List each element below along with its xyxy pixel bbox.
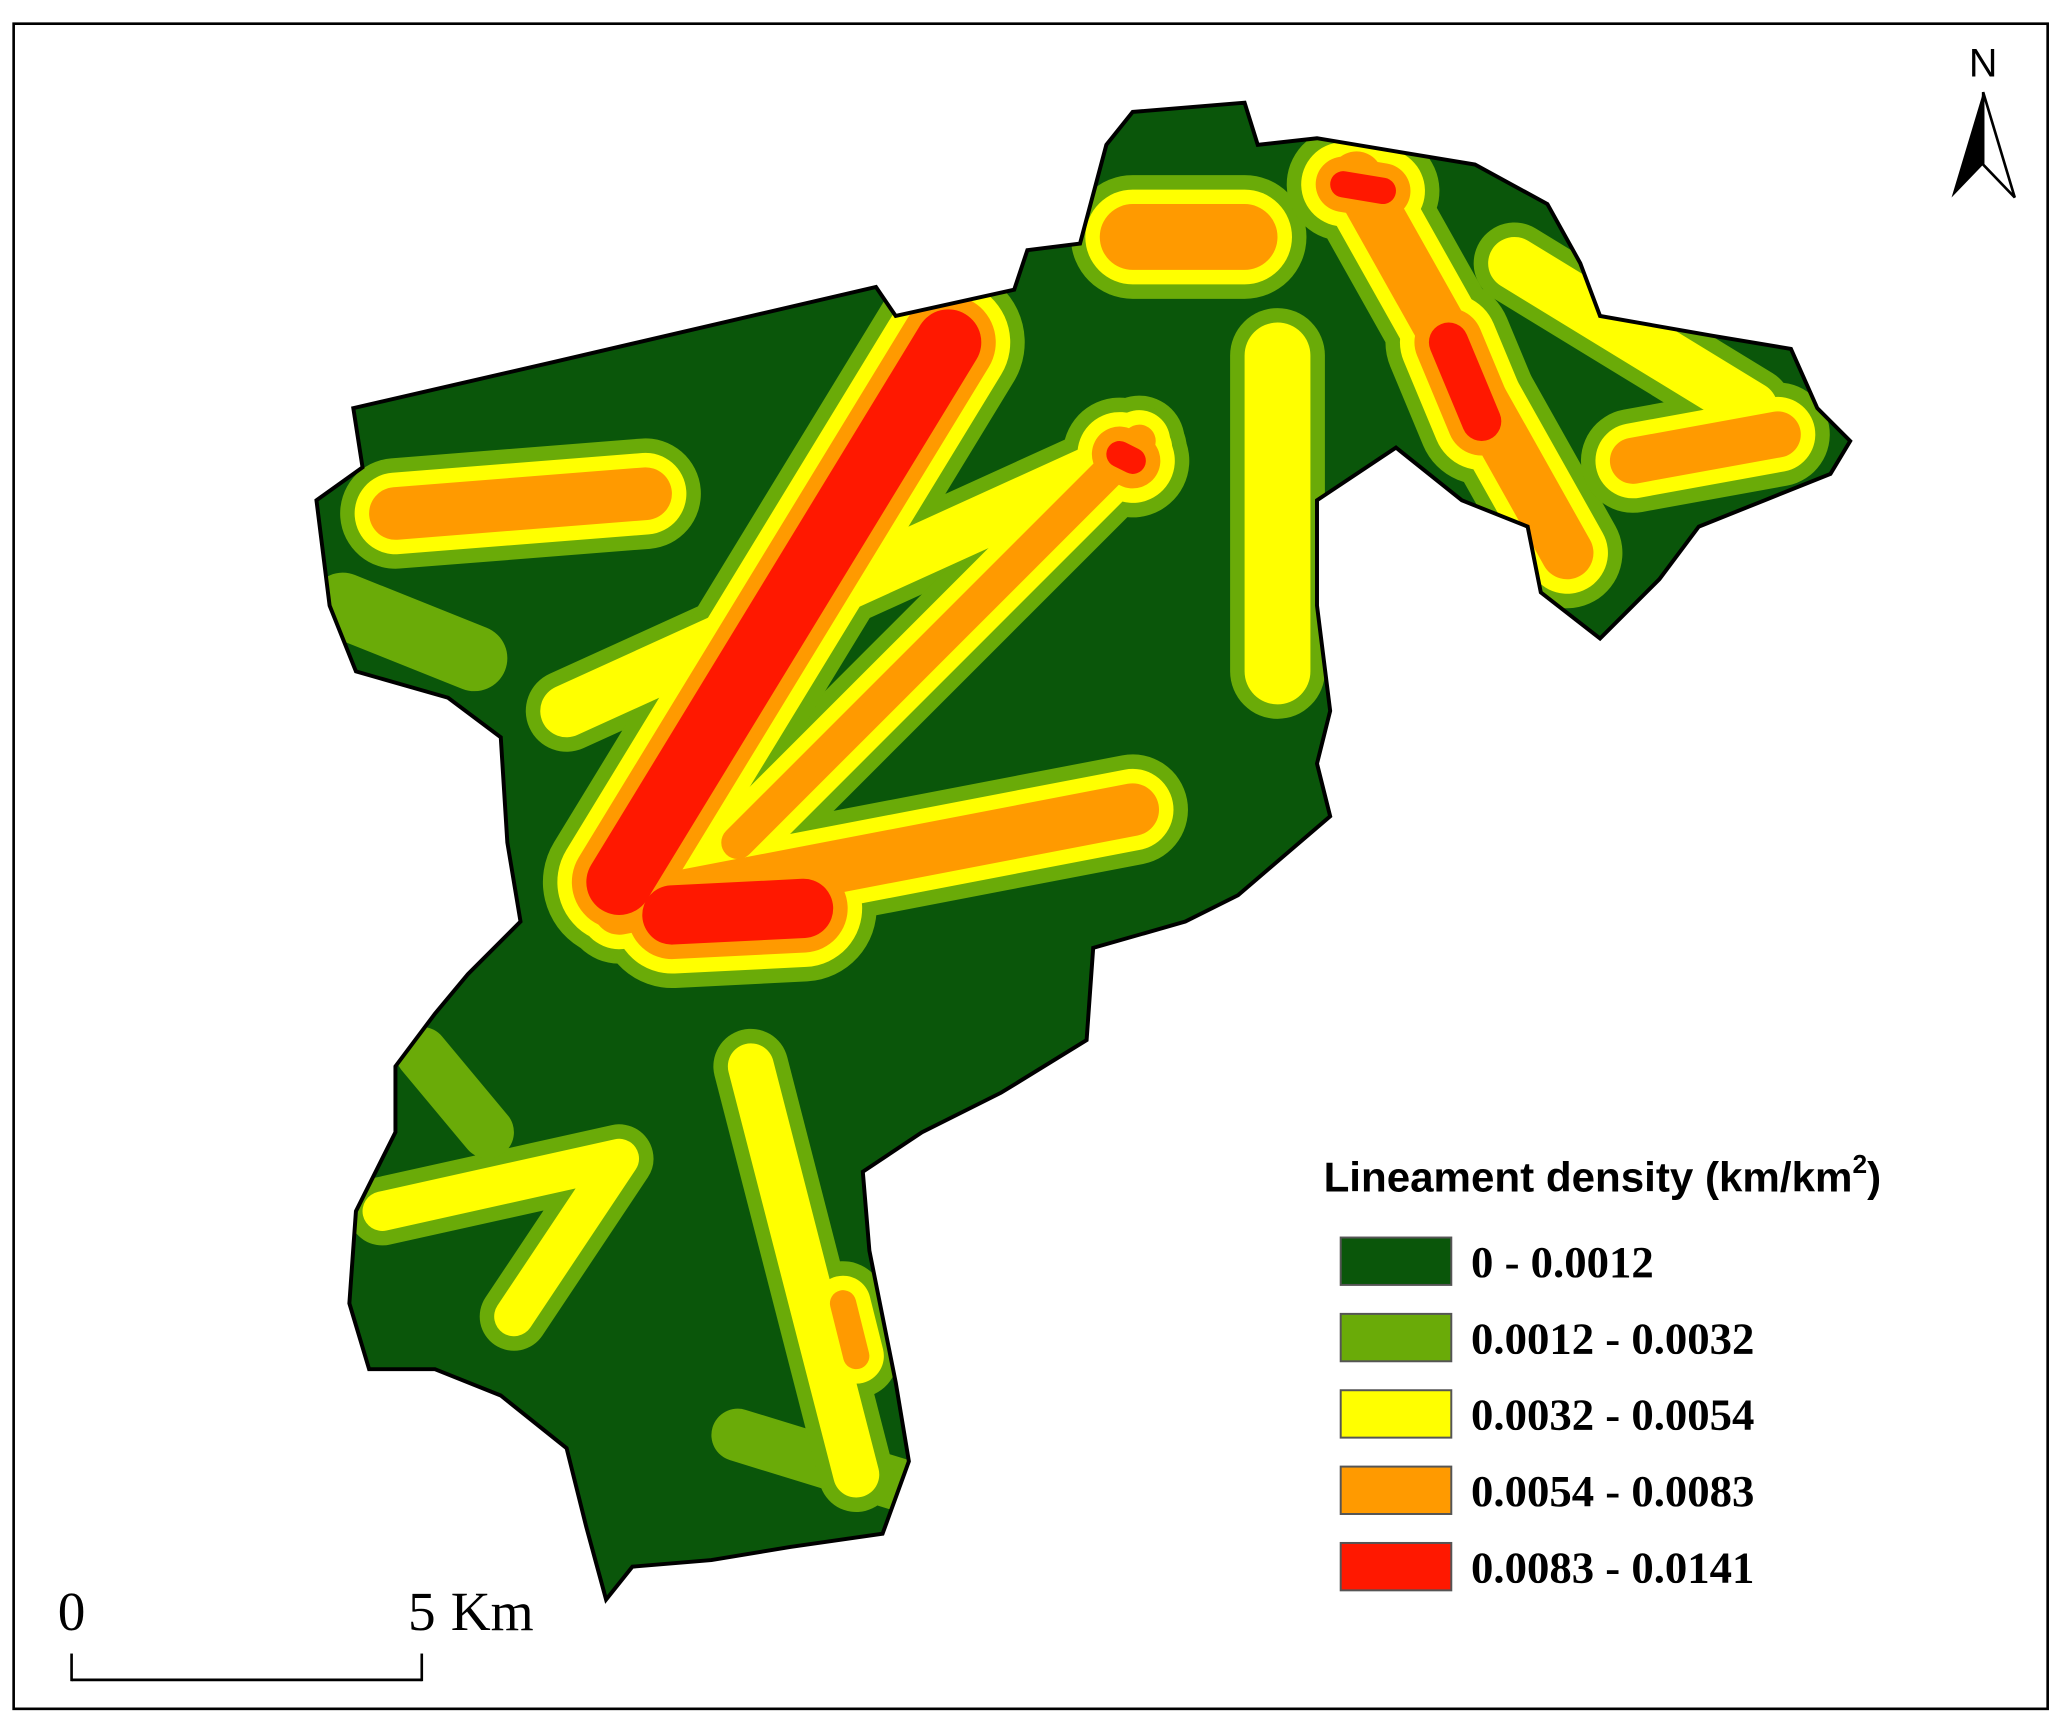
density-zone	[727, 1043, 880, 1498]
density-zone	[1428, 322, 1502, 442]
legend-swatch	[1339, 1465, 1453, 1515]
scale-bar: 0 5 Km	[58, 1581, 534, 1682]
legend-title-superscript: 2	[1852, 1149, 1867, 1179]
density-zone	[642, 878, 834, 945]
legend-swatch	[1339, 1541, 1453, 1592]
legend: Lineament density (km/km2) 0 - 0.0012 0.0…	[1324, 1149, 1882, 1592]
density-zone	[721, 424, 1156, 860]
legend-label: 0.0083 - 0.0141	[1471, 1542, 1754, 1592]
legend-swatch	[1339, 1236, 1453, 1286]
north-arrow: N	[1951, 41, 2017, 199]
scale-unit: Km	[451, 1581, 534, 1642]
legend-title-end: )	[1867, 1153, 1881, 1200]
density-zone	[586, 309, 982, 915]
legend-label: 0.0054 - 0.0083	[1471, 1466, 1754, 1516]
density-zone	[1609, 411, 1801, 484]
density-zone	[362, 1138, 639, 1337]
north-label: N	[1969, 41, 1998, 85]
density-zone	[1488, 236, 1778, 435]
legend-label: 0.0012 - 0.0032	[1471, 1313, 1754, 1363]
density-zone	[1330, 171, 1396, 205]
legend-label: 0.0032 - 0.0054	[1471, 1390, 1754, 1440]
legend-swatch	[1339, 1389, 1453, 1439]
density-zone	[316, 572, 508, 692]
density-zone	[829, 1290, 870, 1370]
density-zone	[395, 1026, 514, 1159]
density-zone	[369, 467, 672, 540]
density-zone	[1106, 441, 1146, 474]
legend-swatch	[1339, 1312, 1453, 1363]
scale-label: 5	[408, 1581, 436, 1642]
legend-label: 0 - 0.0012	[1471, 1237, 1654, 1287]
legend-title-text: Lineament density (km/km	[1324, 1153, 1853, 1200]
legend-title: Lineament density (km/km2)	[1324, 1149, 1882, 1200]
scale-label: 0	[58, 1581, 86, 1642]
